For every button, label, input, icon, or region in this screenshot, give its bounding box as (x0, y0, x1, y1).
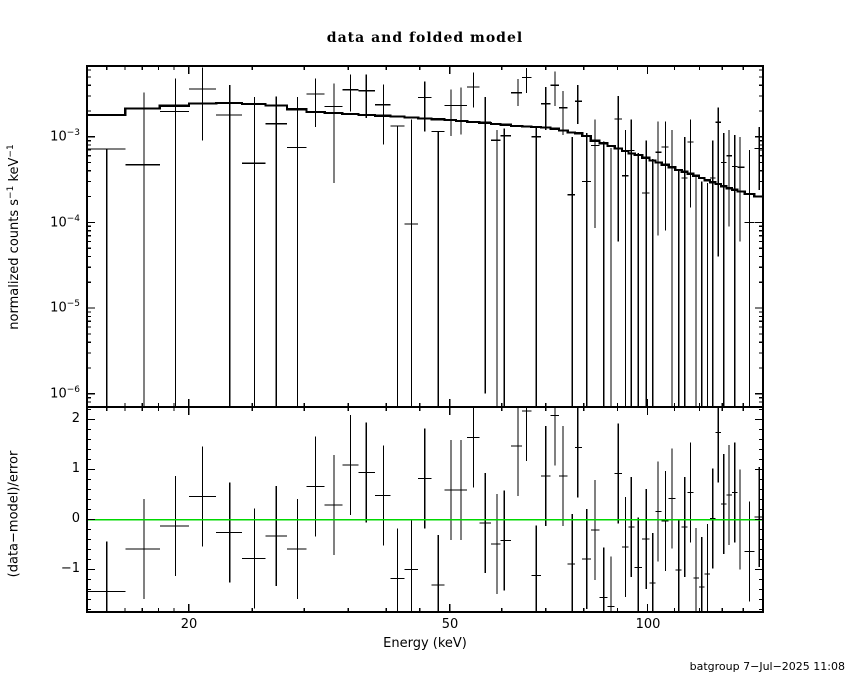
y-tick-1e-4: 10−4 (20, 214, 80, 230)
y-axis-label-top-sup2: −1 (5, 144, 16, 158)
y-tick-1e-6-exp: −6 (66, 385, 80, 395)
y-tick-1e-6: 10−6 (20, 385, 80, 401)
y-tick-1e-3-exp: −3 (66, 128, 80, 138)
x-tick-20: 20 (180, 617, 198, 632)
x-axis-label: Energy (keV) (383, 636, 467, 651)
y-axis-label-top-sup1: −1 (5, 185, 16, 199)
x-tick-100: 100 (635, 617, 661, 632)
y-tick-1e-5-exp: −5 (66, 299, 80, 309)
y-tick-1e-4-base: 10 (50, 215, 67, 231)
folded-model-line (87, 101, 763, 198)
y-tick-1e-3-base: 10 (50, 129, 67, 145)
bottom-panel-frame (86, 406, 764, 613)
x-tick-50: 50 (441, 617, 459, 632)
y-tick-1e-5-base: 10 (50, 300, 67, 316)
y-tick-1e-6-base: 10 (50, 386, 67, 402)
y-tick-2: 2 (71, 411, 80, 426)
page-title: data and folded model (326, 30, 524, 46)
y-axis-label-top-text2: keV (7, 157, 23, 186)
y-tick-1e-5: 10−5 (20, 299, 80, 315)
y-tick-neg1: −1 (60, 561, 80, 576)
y-tick-0: 0 (71, 511, 80, 526)
y-tick-1: 1 (71, 461, 80, 476)
y-tick-1e-3: 10−3 (20, 128, 80, 144)
y-tick-1e-4-exp: −4 (66, 214, 80, 224)
footer-stamp: batgroup 7−Jul−2025 11:08 (689, 660, 845, 673)
